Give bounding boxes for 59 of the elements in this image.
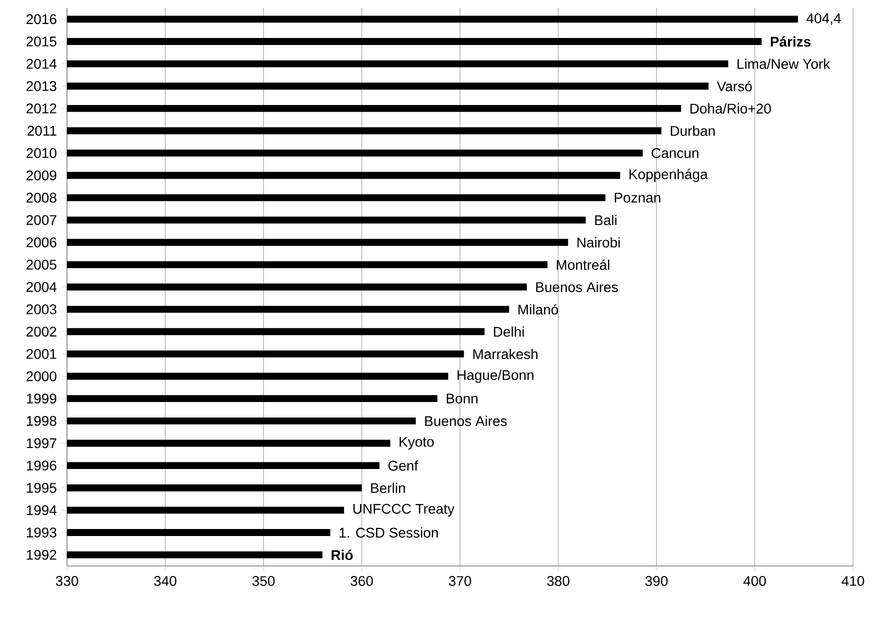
y-tick-label: 2007 (26, 215, 56, 225)
y-tick-label: 2002 (26, 326, 56, 337)
annotation: Buenos Aires (425, 416, 507, 426)
y-tick-label: 2013 (26, 81, 56, 92)
annotation: Montreál (556, 259, 610, 270)
y-tick-label: 2012 (26, 103, 56, 114)
y-tick-label: 2000 (26, 371, 56, 382)
y-tick-label: 2009 (26, 170, 56, 180)
y-tick-label: 1999 (26, 394, 56, 404)
y-tick-label: 2006 (26, 237, 56, 248)
x-tick-label: 340 (154, 576, 176, 586)
annotation: Berlin (371, 482, 405, 494)
annotation: Buenos Aires (536, 282, 618, 292)
y-tick-label: 1998 (26, 416, 56, 426)
y-tick-label: 1993 (26, 528, 56, 538)
x-tick-label: 400 (743, 576, 766, 586)
x-tick-label: 360 (350, 576, 373, 586)
annotation: Rió (332, 550, 353, 560)
annotation: Koppenhága (630, 168, 708, 182)
annotation: Poznan (614, 192, 660, 203)
annotation: Hague/Bonn (458, 370, 534, 383)
x-tick-label: 390 (645, 576, 668, 586)
annotation: Marrakesh (473, 348, 538, 360)
y-tick-label: 1996 (26, 460, 56, 471)
data-label: 404,4 (806, 13, 841, 25)
y-tick-label: 1994 (26, 505, 57, 516)
y-tick-label: 1992 (26, 550, 56, 560)
y-tick-label: 2010 (26, 148, 56, 158)
annotation: Cancun (652, 148, 698, 158)
annotation: UNFCCC Treaty (353, 504, 454, 517)
y-tick-label: 1995 (26, 482, 56, 493)
annotation: Lima/New York (738, 58, 830, 69)
x-tick-label: 330 (56, 576, 78, 586)
x-tick-label: 370 (448, 576, 472, 586)
annotation: Delhi (494, 326, 524, 337)
y-tick-label: 2014 (26, 58, 57, 69)
annotation: 1. CSD Session (340, 527, 438, 538)
annotation: Bonn (446, 394, 478, 404)
y-tick-label: 2003 (26, 304, 56, 314)
y-tick-label: 2005 (26, 260, 56, 270)
annotation: Milanó (518, 304, 558, 315)
annotation: Kyoto (400, 436, 434, 450)
annotation: Genf (388, 460, 418, 471)
annotation: Párizs (770, 36, 811, 47)
annotation: Doha/Rio+20 (690, 103, 771, 114)
y-tick-label: 2011 (28, 126, 56, 136)
y-tick-label: 2008 (26, 192, 56, 203)
annotation: Durban (670, 126, 715, 136)
annotation: Bali (595, 214, 616, 226)
x-tick-label: 380 (547, 576, 570, 586)
y-tick-label: 1997 (26, 438, 56, 448)
y-tick-label: 2015 (26, 36, 56, 46)
x-tick-label: 350 (252, 576, 275, 586)
annotation: Varsó (716, 80, 752, 92)
y-tick-label: 2016 (26, 14, 56, 24)
annotation: Nairobi (577, 237, 620, 248)
y-tick-label: 2001 (26, 349, 56, 359)
y-tick-label: 2004 (26, 282, 57, 292)
x-tick-label: 410 (842, 576, 864, 586)
